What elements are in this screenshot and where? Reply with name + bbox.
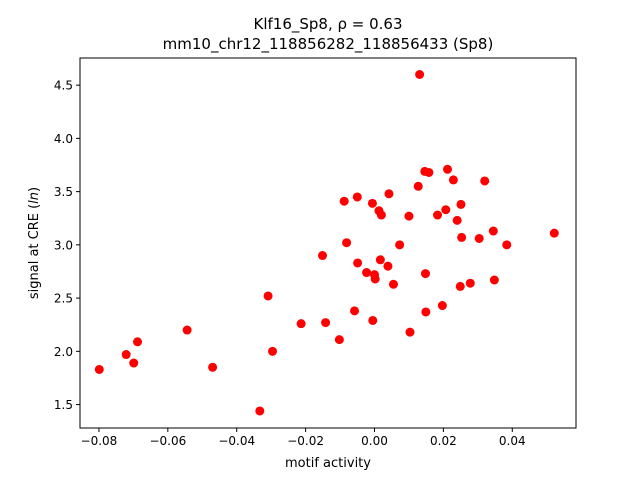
data-point xyxy=(437,301,447,311)
data-point xyxy=(420,269,430,279)
data-point xyxy=(94,364,104,374)
data-point xyxy=(489,275,499,285)
data-point xyxy=(353,258,363,268)
axis-ticks: −0.08 −0.06 −0.04 −0.02 0.00 0.02 0.04 1.5 2.0 2.… xyxy=(54,79,526,448)
chart-title-line2: mm10_chr12_118856282_118856433 (Sp8) xyxy=(163,35,494,54)
y-tick-label: 3.0 xyxy=(54,238,73,252)
data-point xyxy=(421,307,431,317)
x-axis-label: motif activity xyxy=(285,456,371,471)
y-tick-label: 3.5 xyxy=(54,185,73,199)
x-tick-label: −0.06 xyxy=(149,434,186,448)
data-point xyxy=(474,233,484,243)
data-point xyxy=(395,240,405,250)
data-point xyxy=(263,291,273,301)
data-point xyxy=(368,315,378,325)
data-point xyxy=(433,210,443,220)
data-point xyxy=(334,335,344,345)
data-point xyxy=(443,164,453,174)
x-tick-label: 0.00 xyxy=(361,434,388,448)
data-point xyxy=(424,167,434,177)
data-point xyxy=(388,279,398,289)
data-point xyxy=(133,337,143,347)
y-tick-label: 2.0 xyxy=(54,345,73,359)
plot-area-frame xyxy=(79,57,577,429)
data-point xyxy=(375,255,385,265)
data-points xyxy=(94,70,559,416)
data-point xyxy=(415,70,425,79)
data-point xyxy=(350,306,360,316)
data-point xyxy=(404,211,414,221)
data-point xyxy=(129,358,139,368)
data-point xyxy=(405,327,415,337)
y-tick-label: 4.5 xyxy=(54,79,73,93)
data-point xyxy=(502,240,512,250)
data-point xyxy=(384,189,394,199)
data-point xyxy=(549,228,559,238)
x-tick-label: 0.04 xyxy=(499,434,526,448)
data-point xyxy=(208,362,218,372)
data-point xyxy=(452,215,462,225)
data-point xyxy=(317,251,327,261)
data-point xyxy=(321,318,331,328)
y-tick-label: 4.0 xyxy=(54,132,73,146)
y-axis-label: signal at CRE (ln) xyxy=(27,187,42,299)
chart-title-line1: Klf16_Sp8, ρ = 0.63 xyxy=(253,15,402,34)
data-point xyxy=(182,325,192,335)
data-point xyxy=(362,268,372,278)
data-point xyxy=(268,346,278,356)
data-point xyxy=(455,281,465,291)
data-point xyxy=(480,176,490,186)
y-tick-label: 1.5 xyxy=(54,398,73,412)
data-point xyxy=(352,192,362,202)
x-tick-label: −0.04 xyxy=(218,434,255,448)
data-point xyxy=(339,196,349,206)
data-point xyxy=(367,198,377,208)
data-point xyxy=(121,350,131,360)
data-point xyxy=(488,226,498,236)
data-point xyxy=(465,278,475,288)
x-tick-label: −0.08 xyxy=(81,434,118,448)
data-point xyxy=(376,210,386,220)
y-tick-label: 2.5 xyxy=(54,292,73,306)
data-point xyxy=(370,274,380,284)
data-point xyxy=(342,238,352,248)
data-point xyxy=(457,232,467,242)
data-point xyxy=(296,319,306,329)
data-point xyxy=(456,199,466,209)
data-point xyxy=(255,406,265,416)
x-tick-label: 0.02 xyxy=(430,434,457,448)
data-point xyxy=(441,205,451,215)
data-point xyxy=(383,261,393,271)
data-point xyxy=(448,175,458,185)
x-tick-label: −0.02 xyxy=(287,434,324,448)
data-point xyxy=(413,181,423,191)
